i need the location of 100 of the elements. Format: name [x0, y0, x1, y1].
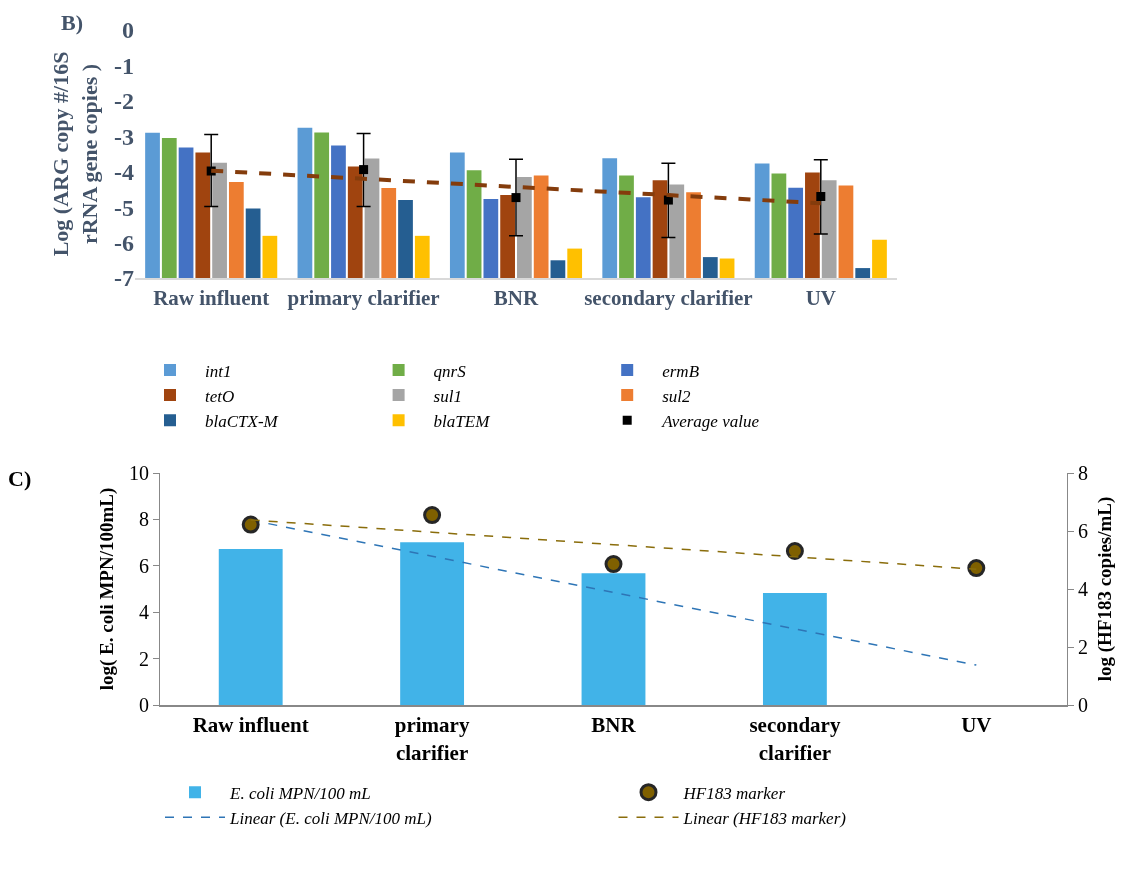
point	[423, 506, 442, 525]
bar	[771, 173, 787, 278]
x-tick-label: primary clarifier	[287, 286, 440, 311]
bar	[314, 132, 330, 278]
bar	[805, 172, 820, 278]
bar	[602, 158, 618, 278]
bar	[686, 192, 701, 278]
point	[241, 515, 260, 534]
y2-tick-label: 2	[1078, 636, 1088, 658]
legend-label: int1	[205, 361, 232, 381]
x-tick-label: secondary clarifier	[584, 286, 753, 311]
bar	[855, 268, 871, 278]
bar	[581, 573, 646, 705]
bar	[449, 152, 465, 278]
bar	[517, 177, 532, 278]
legend-label: qnrS	[433, 361, 467, 381]
x-tick-label: UV	[805, 286, 836, 311]
y-axis-title: Log (ARG copy #/16S rRNA gene copies )	[48, 51, 102, 257]
bar	[635, 197, 651, 278]
y-tick-label: 0	[122, 17, 134, 44]
y-tick-label: 10	[129, 462, 149, 484]
y-tick-label: 0	[139, 694, 149, 716]
point	[816, 192, 826, 202]
y-tick-label: 8	[139, 508, 149, 531]
legend-label: Linear (HF183 marker)	[682, 808, 847, 828]
legend-label: blaTEM	[433, 411, 491, 431]
bar	[762, 592, 827, 705]
y-tick-label: 4	[139, 601, 149, 624]
y-tick-label: 2	[139, 647, 149, 670]
bar	[466, 170, 482, 278]
bar	[619, 175, 634, 278]
x-tick-label: Raw influent	[153, 286, 270, 311]
y2-axis-title: log (HF183 copies/mL)	[1093, 496, 1116, 682]
bar	[838, 185, 854, 278]
bar	[228, 181, 244, 278]
point	[663, 195, 673, 205]
y-axis-title: log( E. coli MPN/100mL)	[95, 487, 118, 691]
x-tick-label: BNR	[493, 286, 539, 311]
bar	[400, 542, 465, 705]
point	[604, 555, 623, 574]
bar	[567, 248, 583, 278]
y-tick-label: -1	[114, 52, 134, 79]
legend-label: sul2	[662, 386, 692, 406]
bar	[218, 549, 283, 705]
bar	[754, 163, 770, 278]
legend-label: E. coli MPN/100 mL	[229, 783, 371, 803]
y2-tick-label: 6	[1078, 520, 1088, 542]
bar	[145, 132, 160, 278]
bar	[262, 235, 278, 278]
bar	[245, 208, 261, 278]
y-tick-label: -7	[114, 265, 134, 292]
bar	[500, 195, 515, 278]
y-tick-label: -5	[114, 194, 134, 221]
bar	[669, 184, 685, 278]
y-tick-label: -6	[114, 229, 134, 256]
point	[359, 165, 369, 175]
text: B)	[61, 10, 83, 35]
bar	[652, 180, 668, 278]
bar	[821, 180, 837, 278]
legend-label: HF183 marker	[682, 783, 786, 803]
bar	[212, 162, 227, 278]
x-tick-label: secondary clarifier	[749, 713, 841, 765]
text: C)	[8, 466, 32, 491]
legend-label: Average value	[661, 411, 760, 431]
bar	[381, 188, 397, 278]
y-tick-label: -3	[114, 123, 134, 150]
legend-label: Linear (E. coli MPN/100 mL)	[229, 808, 432, 828]
bar	[702, 257, 718, 278]
y2-tick-label: 4	[1078, 578, 1088, 600]
y2-tick-label: 0	[1078, 694, 1088, 716]
bar	[195, 152, 211, 278]
legend-label: sul1	[433, 386, 462, 406]
legend-label: blaCTX-M	[205, 411, 279, 431]
x-tick-label: UV	[961, 713, 992, 738]
x-tick-label: BNR	[591, 713, 637, 738]
point	[967, 559, 986, 578]
bar	[872, 239, 887, 278]
bar	[483, 198, 499, 278]
bar	[788, 187, 804, 278]
bar	[414, 235, 430, 278]
point	[785, 542, 804, 560]
y-tick-label: -2	[114, 88, 134, 115]
bar	[178, 147, 194, 278]
bar	[331, 145, 346, 278]
bar	[550, 260, 566, 278]
bar	[398, 200, 413, 278]
x-tick-label: Raw influent	[192, 713, 309, 738]
bar	[719, 258, 735, 278]
bar	[161, 138, 177, 278]
legend-label: ermB	[662, 361, 700, 381]
y-tick-label: -4	[114, 159, 134, 186]
bar	[297, 127, 313, 278]
bar	[533, 175, 549, 278]
legend-label: tetO	[205, 386, 235, 406]
y2-tick-label: 8	[1078, 462, 1088, 484]
y-tick-label: 6	[139, 554, 149, 577]
bar	[364, 158, 380, 278]
point	[511, 193, 521, 203]
bar	[347, 166, 363, 278]
x-tick-label: primary clarifier	[394, 713, 470, 765]
